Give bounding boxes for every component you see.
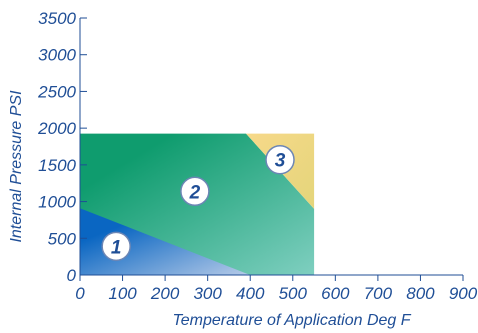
y-tick-label: 1000 xyxy=(38,193,76,212)
region-2-label: 2 xyxy=(189,182,201,203)
region-3-label: 3 xyxy=(275,151,286,172)
x-tick-label: 600 xyxy=(321,284,350,303)
y-tick-label: 2500 xyxy=(37,82,76,101)
y-tick-label: 0 xyxy=(67,266,77,285)
x-tick-label: 200 xyxy=(150,284,180,303)
x-axis-title: Temperature of Application Deg F xyxy=(172,312,411,329)
region-1-label: 1 xyxy=(111,237,122,258)
region-1-badge xyxy=(101,231,131,262)
x-tick-label: 700 xyxy=(364,284,393,303)
region-3-badge xyxy=(265,144,295,175)
x-tick-label: 0 xyxy=(75,284,85,303)
y-axis-title: Internal Pressure PSI xyxy=(8,90,25,243)
x-tick-label: 900 xyxy=(449,284,478,303)
region-3-area xyxy=(246,133,315,209)
axes-group: 0 100 200 300 400 500 600 700 800 900 0 500 1000 1500… xyxy=(37,9,478,303)
y-tick-label: 3000 xyxy=(38,46,76,65)
y-tick-label: 1500 xyxy=(38,156,76,175)
region-labels-group: 1 2 3 xyxy=(101,144,295,262)
y-tick-label: 3500 xyxy=(38,9,76,28)
y-tick-label: 2000 xyxy=(37,119,76,138)
x-tick-label: 800 xyxy=(406,284,435,303)
y-tick-label: 500 xyxy=(48,229,77,248)
region-2-badge xyxy=(180,176,210,207)
x-tick-label: 100 xyxy=(108,284,137,303)
x-tick-label: 300 xyxy=(193,284,222,303)
x-tick-label: 400 xyxy=(236,284,265,303)
x-tick-label: 500 xyxy=(279,284,308,303)
